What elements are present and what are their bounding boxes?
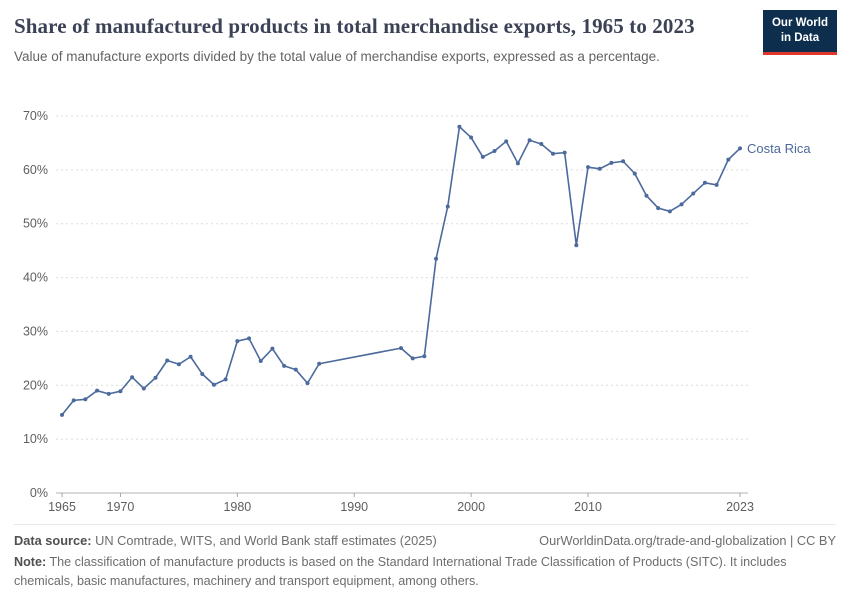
data-point-marker[interactable] bbox=[235, 339, 240, 344]
data-point-marker[interactable] bbox=[410, 356, 415, 361]
data-point-marker[interactable] bbox=[667, 209, 672, 214]
data-point-marker[interactable] bbox=[679, 202, 684, 207]
chart-footer: Data source: UN Comtrade, WITS, and Worl… bbox=[14, 524, 836, 591]
data-point-marker[interactable] bbox=[738, 146, 742, 151]
data-point-marker[interactable] bbox=[726, 157, 731, 162]
page-subtitle: Value of manufacture exports divided by … bbox=[14, 49, 660, 65]
y-tick-label: 50% bbox=[23, 217, 48, 231]
data-point-marker[interactable] bbox=[422, 354, 427, 359]
x-tick-label: 2023 bbox=[726, 500, 754, 514]
data-point-marker[interactable] bbox=[539, 142, 544, 147]
owid-logo-line2: in Data bbox=[780, 31, 820, 44]
data-point-marker[interactable] bbox=[656, 206, 661, 211]
data-point-marker[interactable] bbox=[176, 362, 181, 367]
y-tick-label: 60% bbox=[23, 163, 48, 177]
data-point-marker[interactable] bbox=[515, 161, 520, 166]
x-tick-label: 2000 bbox=[457, 500, 485, 514]
page-title: Share of manufactured products in total … bbox=[14, 14, 695, 38]
data-point-marker[interactable] bbox=[153, 375, 158, 380]
data-point-marker[interactable] bbox=[282, 363, 287, 368]
data-point-marker[interactable] bbox=[60, 412, 64, 417]
data-point-marker[interactable] bbox=[247, 336, 252, 341]
data-point-marker[interactable] bbox=[469, 135, 474, 140]
data-point-marker[interactable] bbox=[434, 256, 439, 261]
x-tick-label: 1965 bbox=[48, 500, 76, 514]
x-tick-label: 1980 bbox=[223, 500, 251, 514]
data-point-marker[interactable] bbox=[480, 154, 485, 159]
y-tick-label: 0% bbox=[30, 486, 48, 500]
y-tick-label: 30% bbox=[23, 324, 48, 338]
data-point-marker[interactable] bbox=[562, 150, 567, 155]
data-point-marker[interactable] bbox=[188, 354, 193, 359]
data-point-marker[interactable] bbox=[83, 397, 88, 402]
data-point-marker[interactable] bbox=[258, 359, 263, 364]
data-source: Data source: UN Comtrade, WITS, and Worl… bbox=[14, 533, 437, 548]
x-tick-label: 1970 bbox=[107, 500, 135, 514]
data-point-marker[interactable] bbox=[504, 139, 509, 144]
chart-header: Share of manufactured products in total … bbox=[14, 12, 774, 64]
data-point-marker[interactable] bbox=[527, 138, 532, 143]
data-point-marker[interactable] bbox=[270, 346, 275, 351]
data-point-marker[interactable] bbox=[702, 180, 707, 185]
y-tick-label: 10% bbox=[23, 432, 48, 446]
owid-logo[interactable]: Our World in Data bbox=[762, 10, 838, 55]
data-point-marker[interactable] bbox=[714, 182, 719, 187]
data-point-marker[interactable] bbox=[457, 124, 462, 129]
data-point-marker[interactable] bbox=[130, 375, 135, 380]
data-point-marker[interactable] bbox=[118, 389, 123, 394]
data-point-marker[interactable] bbox=[223, 377, 228, 382]
x-tick-label: 1990 bbox=[340, 500, 368, 514]
data-point-marker[interactable] bbox=[586, 165, 591, 170]
owid-cc-link[interactable]: OurWorldinData.org/trade-and-globalizati… bbox=[539, 533, 836, 548]
data-source-label: Data source: bbox=[14, 533, 92, 548]
data-point-marker[interactable] bbox=[95, 388, 100, 393]
data-point-marker[interactable] bbox=[293, 367, 298, 372]
data-point-marker[interactable] bbox=[597, 166, 602, 171]
data-point-marker[interactable] bbox=[106, 391, 111, 396]
data-point-marker[interactable] bbox=[165, 358, 170, 363]
data-point-marker[interactable] bbox=[550, 151, 555, 156]
data-point-marker[interactable] bbox=[609, 160, 614, 165]
data-point-marker[interactable] bbox=[445, 204, 450, 209]
note-text: The classification of manufacture produc… bbox=[14, 555, 787, 588]
y-tick-label: 40% bbox=[23, 271, 48, 285]
data-point-marker[interactable] bbox=[621, 159, 626, 164]
data-point-marker[interactable] bbox=[644, 193, 649, 198]
y-tick-label: 20% bbox=[23, 378, 48, 392]
data-source-text: UN Comtrade, WITS, and World Bank staff … bbox=[91, 533, 437, 548]
data-point-marker[interactable] bbox=[399, 346, 403, 351]
chart-note: Note: The classification of manufacture … bbox=[14, 553, 836, 591]
data-point-marker[interactable] bbox=[574, 243, 579, 248]
x-tick-label: 2010 bbox=[574, 500, 602, 514]
data-point-marker[interactable] bbox=[200, 371, 205, 376]
data-point-marker[interactable] bbox=[141, 386, 146, 391]
data-point-marker[interactable] bbox=[71, 398, 76, 403]
data-point-marker[interactable] bbox=[305, 381, 310, 386]
note-label: Note: bbox=[14, 555, 47, 569]
data-point-marker[interactable] bbox=[317, 361, 322, 366]
data-point-marker[interactable] bbox=[492, 149, 497, 154]
owid-logo-line1: Our World bbox=[771, 17, 828, 29]
data-point-marker[interactable] bbox=[632, 171, 637, 176]
y-tick-label: 70% bbox=[23, 109, 48, 123]
series-label[interactable]: Costa Rica bbox=[747, 141, 811, 156]
line-chart-canvas: 0% 10% 20% 30% 40% 50% 60% 70% 1965 1970 1980 1990 2… bbox=[23, 109, 811, 514]
data-point-marker[interactable] bbox=[691, 191, 696, 196]
data-point-marker[interactable] bbox=[211, 382, 216, 387]
